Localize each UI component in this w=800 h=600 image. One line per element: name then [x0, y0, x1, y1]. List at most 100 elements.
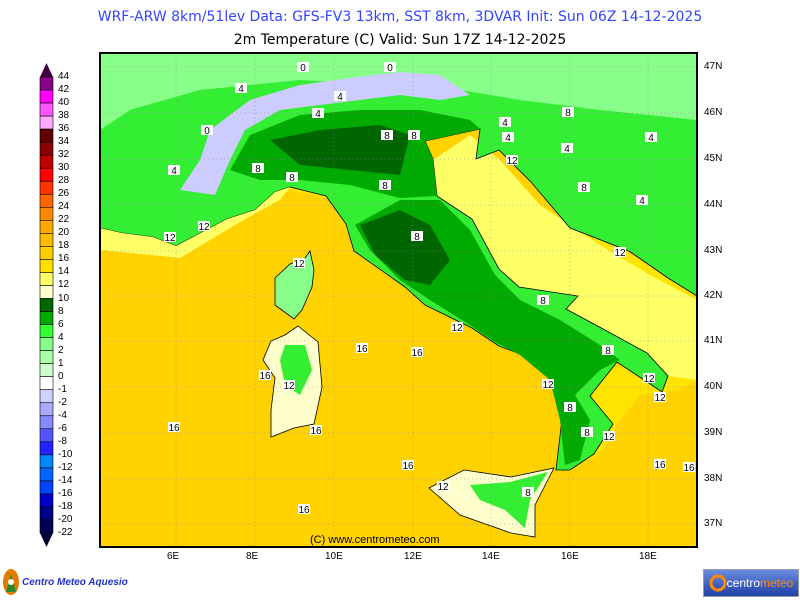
contour-label-background	[636, 195, 648, 205]
contour-label: 16	[654, 460, 666, 471]
colorbar-segment	[39, 441, 54, 456]
latitude-tick-label: 45N	[704, 153, 723, 164]
colorbar-segment	[39, 115, 54, 130]
land-light-green-north	[100, 53, 697, 130]
latitude-tick-label: 38N	[704, 473, 723, 484]
colorbar-label: 42	[58, 84, 70, 96]
contour-labels: 0 0 4 4 0 4 8 8 4 8 8 4 4 8 12 8 4 4 4 8 8 12 12 12 8 12 12 16 16 12 1…	[164, 62, 695, 516]
contour-label-background	[201, 125, 213, 135]
contour-label: 0	[300, 63, 306, 74]
contour-label: 8	[414, 232, 420, 243]
colorbar-segment	[39, 233, 54, 247]
contour-label: 12	[451, 323, 463, 334]
contour-label: 12	[614, 248, 626, 259]
contour-label-background	[298, 504, 310, 514]
contour-label-background	[168, 165, 180, 175]
copyright-text: (C) www.centrometeo.com	[310, 534, 440, 546]
contour-label-background	[522, 487, 534, 497]
colorbar-segment	[39, 376, 54, 391]
colorbar-label: -20	[58, 514, 73, 526]
colorbar-label: 36	[58, 123, 70, 135]
longitude-tick-label: 16E	[561, 551, 579, 562]
latitude-tick-label: 37N	[704, 518, 723, 529]
colorbar-label: 12	[58, 279, 70, 291]
contour-label: 16	[298, 505, 310, 516]
contour-label: 8	[605, 346, 611, 357]
colorbar-segment	[39, 311, 54, 325]
colorbar-label: 28	[58, 175, 70, 187]
colorbar-label: 24	[58, 201, 70, 213]
contour-label-background	[654, 392, 666, 402]
colorbar-segment	[39, 246, 54, 260]
contour-label: 4	[238, 84, 244, 95]
latitude-tick-label: 43N	[704, 245, 723, 256]
colorbar-segment	[39, 207, 54, 221]
colorbar-label: 40	[58, 97, 70, 109]
contour-label-background	[312, 108, 324, 118]
colorbar-label: 6	[58, 318, 64, 330]
contour-label-background	[411, 347, 423, 357]
colorbar-label: 14	[58, 266, 70, 278]
colorbar-label: -22	[58, 527, 73, 539]
colorbar-label: -1	[58, 383, 67, 395]
centrometeo-logo-icon	[709, 574, 727, 592]
colorbar-label: 8	[58, 305, 64, 317]
colorbar-segment	[39, 337, 54, 351]
latitude-tick-label: 39N	[704, 427, 723, 438]
contour-label: 8	[525, 488, 531, 499]
contour-label-background	[297, 62, 309, 72]
colorbar-segment	[39, 467, 54, 482]
centrometeo-logo: centro meteo	[703, 569, 799, 597]
contour-label-background	[654, 459, 666, 469]
contour-label: 16	[402, 461, 414, 472]
contour-label-background	[259, 370, 271, 380]
contour-label: 4	[639, 196, 645, 207]
contour-label-background	[286, 172, 298, 182]
contour-label-background	[310, 425, 322, 435]
longitude-tick-label: 12E	[404, 551, 422, 562]
contour-label: 12	[542, 380, 554, 391]
colorbar-segment	[39, 350, 54, 364]
model-info-title: WRF-ARW 8km/51lev Data: GFS-FV3 13km, SS…	[97, 9, 703, 25]
colorbar-label: 18	[58, 240, 70, 252]
contour-label: 12	[437, 482, 449, 493]
colorbar-label: 30	[58, 162, 70, 174]
contour-label-background	[252, 163, 264, 173]
contour-label-background	[502, 132, 514, 142]
contour-label-background	[411, 231, 423, 241]
longitude-tick-label: 10E	[325, 551, 343, 562]
colorbar-segment	[39, 480, 54, 495]
colorbar-label: -10	[58, 448, 73, 460]
colorbar-label: 4	[58, 331, 64, 343]
contour-label-background	[402, 460, 414, 470]
contour-label: 8	[565, 108, 571, 119]
colorbar-segment	[39, 76, 54, 91]
contour-label: 8	[581, 183, 587, 194]
colorbar-top-arrow	[40, 63, 53, 77]
contour-label-background	[603, 431, 615, 441]
colorbar-segment	[39, 285, 54, 299]
contour-label-background	[168, 422, 180, 432]
contour-label-background	[379, 180, 391, 190]
contour-label-background	[499, 117, 511, 127]
colorbar-segment	[39, 428, 54, 443]
colorbar-segment	[39, 128, 54, 143]
contour-label: 4	[564, 144, 570, 155]
contour-label: 12	[283, 381, 295, 392]
colorbar-segment	[39, 272, 54, 286]
colorbar	[39, 63, 54, 548]
colorbar-segment	[39, 454, 54, 469]
colorbar-label: 16	[58, 253, 70, 265]
colorbar-segment	[39, 154, 54, 169]
contour-label: 4	[648, 133, 654, 144]
contour-label-background	[542, 379, 554, 389]
contour-label: 8	[255, 164, 261, 175]
colorbar-label: -14	[58, 474, 73, 486]
contour-label-background	[578, 182, 590, 192]
contour-label-background	[683, 462, 695, 472]
contour-label-background	[381, 130, 393, 140]
colorbar-label: 0	[58, 370, 64, 382]
centrometeo-logo-text-1: centro	[726, 576, 760, 590]
colorbar-label: -12	[58, 461, 73, 473]
contour-label-background	[356, 343, 368, 353]
